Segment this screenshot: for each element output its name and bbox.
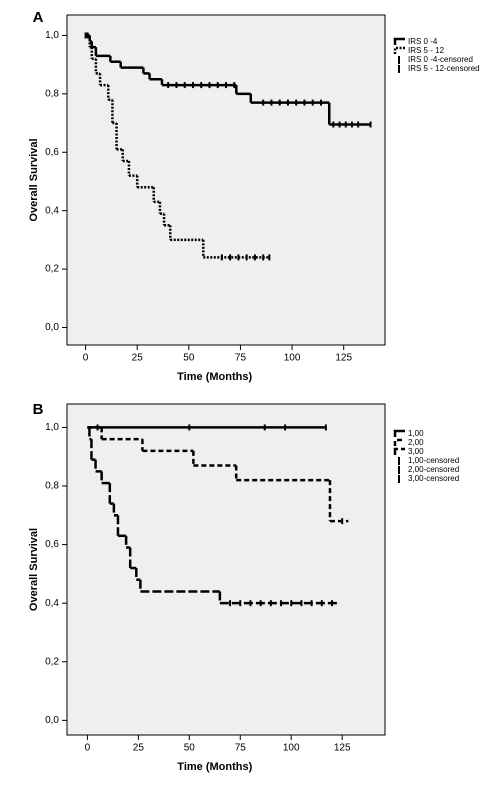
legend-label: IRS 0 -4-censored bbox=[408, 55, 473, 64]
y-axis-title: Overall Survival bbox=[28, 528, 40, 611]
y-tick-label: 0,0 bbox=[45, 322, 59, 333]
x-tick-label: 75 bbox=[235, 353, 247, 364]
plot-area bbox=[66, 14, 386, 346]
plot-area bbox=[66, 403, 386, 736]
y-tick-label: 0,6 bbox=[45, 147, 59, 158]
legend-label: 1,00 bbox=[408, 429, 424, 438]
x-tick-label: 0 bbox=[85, 743, 91, 754]
y-tick-label: 1,0 bbox=[45, 30, 59, 41]
x-tick-label: 75 bbox=[235, 743, 247, 754]
y-tick-label: 0,6 bbox=[45, 539, 59, 550]
y-tick-label: 0,8 bbox=[45, 88, 59, 99]
x-tick-label: 25 bbox=[133, 743, 145, 754]
legend-swatch bbox=[393, 37, 405, 45]
y-tick-label: 0,4 bbox=[45, 205, 59, 216]
x-tick-label: 100 bbox=[284, 353, 301, 364]
x-tick-label: 50 bbox=[183, 353, 195, 364]
y-tick-label: 0,0 bbox=[45, 715, 59, 726]
x-tick-label: 50 bbox=[184, 743, 196, 754]
y-tick-label: 0,8 bbox=[45, 481, 59, 492]
y-tick-label: 0,2 bbox=[45, 264, 59, 275]
x-axis-title: Time (Months) bbox=[177, 371, 252, 383]
legend-label: 3,00 bbox=[408, 447, 424, 456]
legend-label: 1,00-censored bbox=[408, 456, 459, 465]
legend-label: 3,00-censored bbox=[408, 474, 459, 483]
y-tick-label: 0,2 bbox=[45, 656, 59, 667]
legend-label: IRS 0 -4 bbox=[408, 37, 438, 46]
x-axis-title: Time (Months) bbox=[177, 761, 252, 773]
y-axis-title: Overall Survival bbox=[28, 138, 40, 221]
legend-swatch bbox=[393, 429, 405, 437]
legend-swatch bbox=[393, 438, 405, 446]
y-tick-label: 0,4 bbox=[45, 598, 59, 609]
legend-label: IRS 5 - 12 bbox=[408, 46, 445, 55]
panel-label: B bbox=[33, 401, 44, 418]
legend-label: IRS 5 - 12-censored bbox=[408, 64, 480, 73]
x-tick-label: 0 bbox=[83, 353, 89, 364]
panel-label: A bbox=[33, 9, 44, 26]
x-tick-label: 100 bbox=[283, 743, 300, 754]
x-tick-label: 25 bbox=[132, 353, 144, 364]
legend-swatch bbox=[393, 447, 405, 455]
legend-label: 2,00-censored bbox=[408, 465, 459, 474]
x-tick-label: 125 bbox=[335, 353, 352, 364]
legend-label: 2,00 bbox=[408, 438, 424, 447]
y-tick-label: 1,0 bbox=[45, 422, 59, 433]
x-tick-label: 125 bbox=[334, 743, 351, 754]
legend-swatch bbox=[393, 46, 405, 54]
